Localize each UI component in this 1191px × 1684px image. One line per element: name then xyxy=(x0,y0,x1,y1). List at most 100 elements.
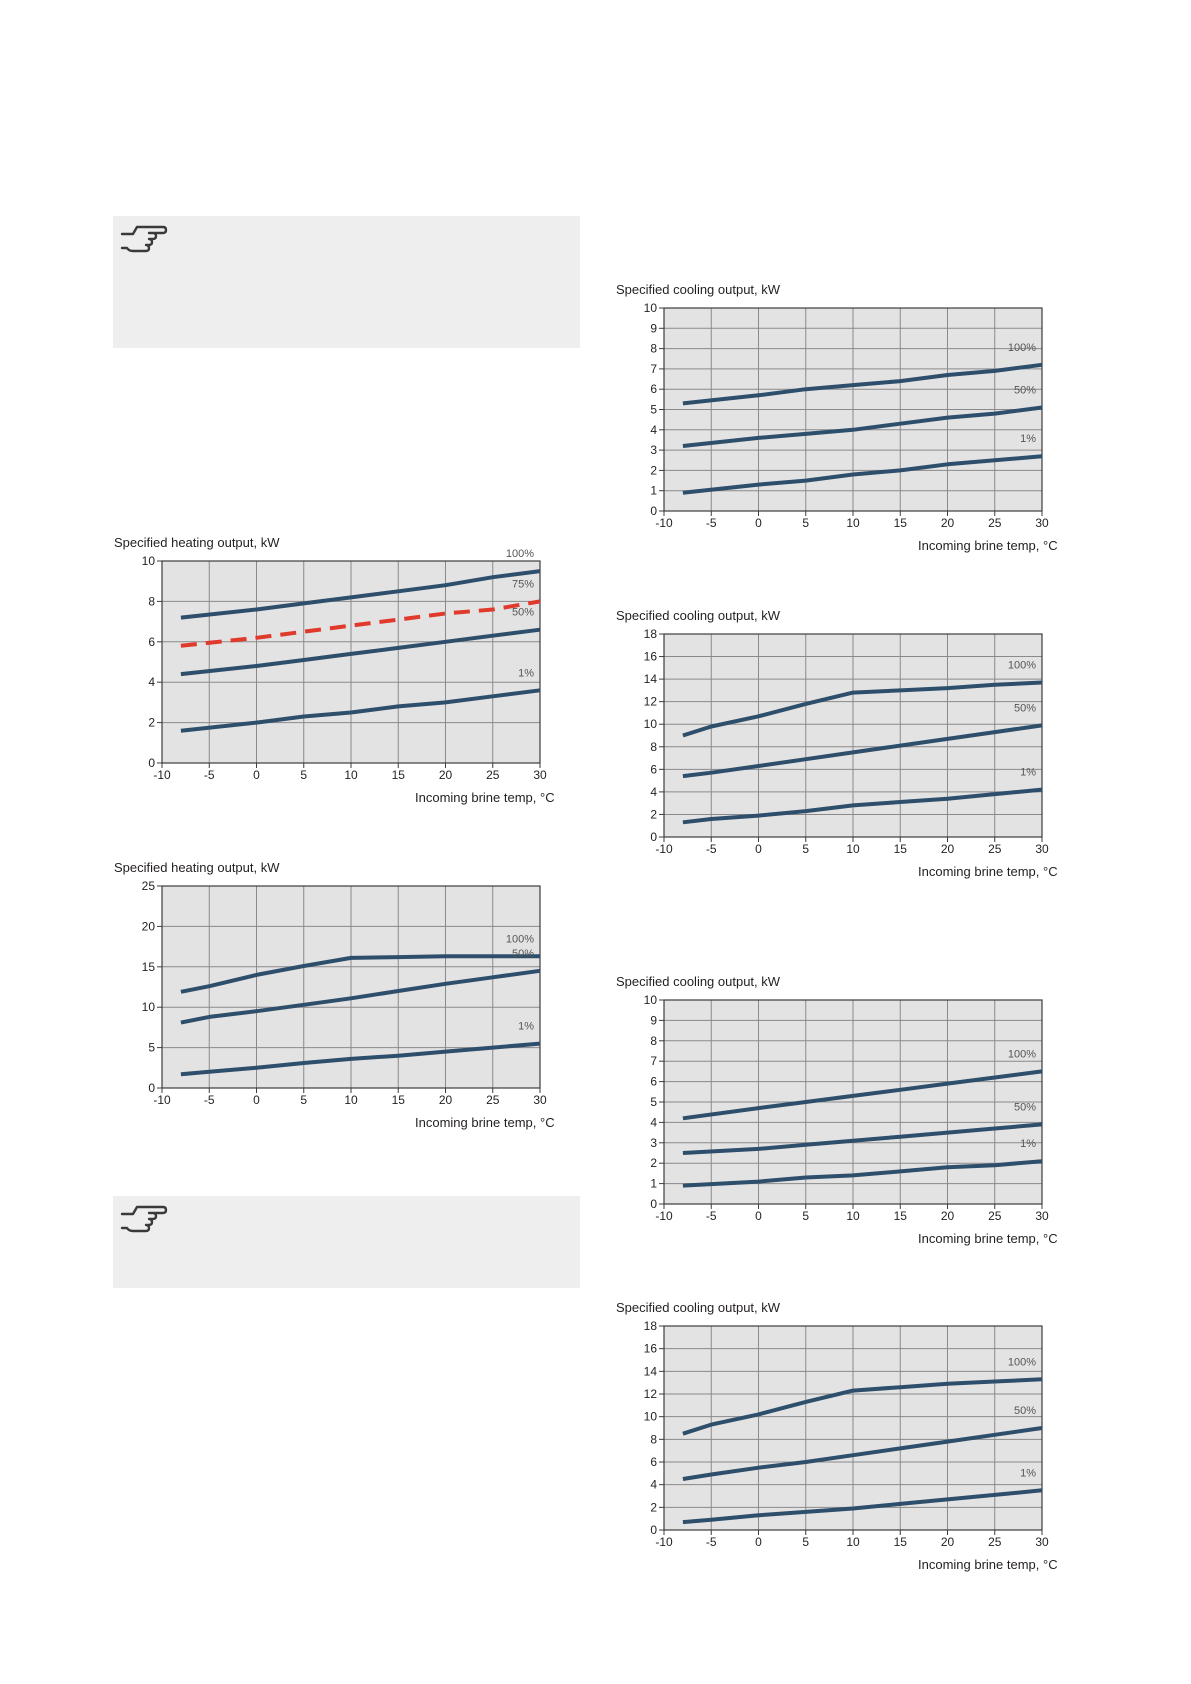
x-axis-label: Incoming brine temp, °C xyxy=(918,864,1058,879)
y-tick-label: 2 xyxy=(650,1156,657,1170)
y-tick-label: 0 xyxy=(148,756,155,770)
x-tick-label: 10 xyxy=(846,1535,860,1549)
series-label: 100% xyxy=(506,933,534,945)
series-label: 1% xyxy=(1020,767,1036,779)
y-tick-label: 18 xyxy=(644,627,658,641)
x-tick-label: -5 xyxy=(706,1209,717,1223)
x-tick-label: 20 xyxy=(941,516,955,530)
x-tick-label: 15 xyxy=(894,516,908,530)
y-tick-label: 10 xyxy=(644,301,658,315)
y-tick-label: 6 xyxy=(148,635,155,649)
chart-title: Specified cooling output, kW xyxy=(616,282,781,297)
x-axis-label: Incoming brine temp, °C xyxy=(415,1115,555,1130)
y-tick-label: 1 xyxy=(650,484,657,498)
y-tick-label: 8 xyxy=(650,1432,657,1446)
chart-title: Specified cooling output, kW xyxy=(616,608,781,623)
x-tick-label: -10 xyxy=(655,516,673,530)
series-label: 50% xyxy=(512,948,534,960)
y-tick-label: 0 xyxy=(650,504,657,518)
x-tick-label: 5 xyxy=(802,516,809,530)
x-tick-label: 30 xyxy=(1035,1535,1049,1549)
x-tick-label: 25 xyxy=(988,842,1002,856)
x-axis-label: Incoming brine temp, °C xyxy=(415,790,555,805)
y-tick-label: 20 xyxy=(142,919,156,933)
y-tick-label: 18 xyxy=(644,1319,658,1333)
y-tick-label: 16 xyxy=(644,1342,658,1356)
series-line-50pct xyxy=(682,1426,1043,1481)
y-tick-label: 2 xyxy=(650,807,657,821)
x-tick-label: 0 xyxy=(755,516,762,530)
x-tick-label: 0 xyxy=(755,1209,762,1223)
x-tick-label: 5 xyxy=(300,1093,307,1107)
series-label: 1% xyxy=(1020,1467,1036,1479)
x-tick-label: -5 xyxy=(204,768,215,782)
series-line-1pct xyxy=(682,1488,1043,1525)
x-tick-label: 15 xyxy=(392,768,406,782)
series-line-1pct xyxy=(682,454,1043,495)
x-tick-label: 30 xyxy=(1035,842,1049,856)
x-tick-label: -5 xyxy=(204,1093,215,1107)
x-tick-label: 10 xyxy=(846,1209,860,1223)
series-line-50pct xyxy=(682,1122,1043,1155)
series-label: 50% xyxy=(1014,702,1036,714)
x-tick-label: 10 xyxy=(846,842,860,856)
series-label: 1% xyxy=(1020,433,1036,445)
x-tick-label: -5 xyxy=(706,1535,717,1549)
series-line-1pct xyxy=(180,688,541,733)
y-tick-label: 7 xyxy=(650,1054,657,1068)
x-tick-label: 20 xyxy=(439,1093,453,1107)
series-label: 1% xyxy=(518,1021,534,1033)
y-tick-label: 10 xyxy=(644,1410,658,1424)
y-tick-label: 10 xyxy=(142,554,156,568)
x-tick-label: 5 xyxy=(300,768,307,782)
y-tick-label: 0 xyxy=(148,1081,155,1095)
x-tick-label: 0 xyxy=(253,768,260,782)
y-tick-label: 0 xyxy=(650,830,657,844)
series-line-100pct xyxy=(180,569,541,620)
series-label: 50% xyxy=(1014,384,1036,396)
x-tick-label: -5 xyxy=(706,516,717,530)
chart-title: Specified heating output, kW xyxy=(114,535,280,550)
x-tick-label: 30 xyxy=(533,768,547,782)
y-tick-label: 14 xyxy=(644,672,658,686)
series-line-1pct xyxy=(682,787,1043,825)
series-line-1pct xyxy=(682,1159,1043,1188)
series-label: 100% xyxy=(1008,342,1036,354)
y-tick-label: 4 xyxy=(650,785,657,799)
x-tick-label: 30 xyxy=(1035,516,1049,530)
series-line-1pct xyxy=(180,1041,541,1077)
y-tick-label: 1 xyxy=(650,1177,657,1191)
y-tick-label: 4 xyxy=(650,1115,657,1129)
series-label: 1% xyxy=(518,667,534,679)
x-tick-label: 15 xyxy=(894,842,908,856)
series-label: 100% xyxy=(1008,659,1036,671)
x-tick-label: 20 xyxy=(439,768,453,782)
y-tick-label: 4 xyxy=(650,1478,657,1492)
series-line-100pct xyxy=(180,954,540,994)
x-tick-label: 10 xyxy=(846,516,860,530)
series-label: 50% xyxy=(1014,1405,1036,1417)
x-tick-label: 20 xyxy=(941,842,955,856)
y-tick-label: 6 xyxy=(650,1455,657,1469)
x-tick-label: 25 xyxy=(988,516,1002,530)
y-tick-label: 5 xyxy=(650,403,657,417)
x-tick-label: 15 xyxy=(894,1209,908,1223)
series-line-100pct xyxy=(682,362,1043,406)
series-line-75pct xyxy=(180,599,541,648)
series-label: 100% xyxy=(1008,1356,1036,1368)
y-tick-label: 4 xyxy=(650,423,657,437)
x-tick-label: 15 xyxy=(894,1535,908,1549)
series-line-100pct xyxy=(682,1069,1043,1121)
x-axis-label: Incoming brine temp, °C xyxy=(918,538,1058,553)
y-tick-label: 4 xyxy=(148,675,155,689)
x-tick-label: -10 xyxy=(655,1209,673,1223)
y-tick-label: 5 xyxy=(148,1041,155,1055)
y-tick-label: 6 xyxy=(650,1075,657,1089)
